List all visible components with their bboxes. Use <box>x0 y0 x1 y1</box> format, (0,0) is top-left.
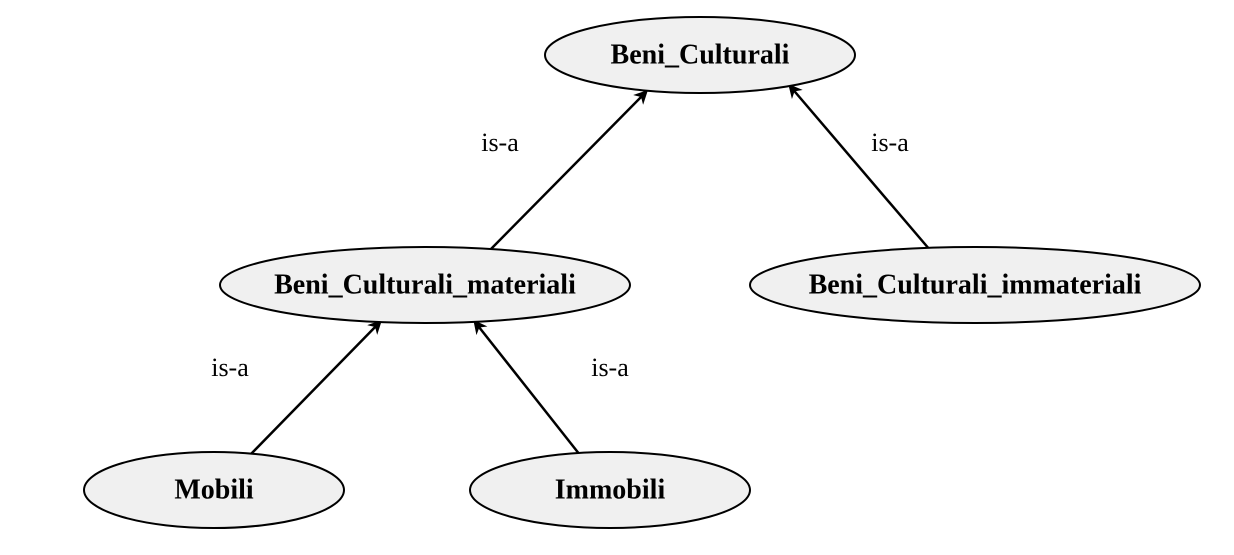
node-root: Beni_Culturali <box>545 17 855 93</box>
node-label-mat: Beni_Culturali_materiali <box>274 269 576 300</box>
edge-label-immat-to-root: is-a <box>871 128 909 157</box>
node-label-root: Beni_Culturali <box>611 39 790 70</box>
edge-label-mobili-to-mat: is-a <box>211 353 249 382</box>
edge-immob-to-mat <box>475 322 580 455</box>
ontology-diagram: is-a is-a is-a is-a Beni_Culturali Beni_Cult… <box>0 0 1234 555</box>
edge-label-immob-to-mat: is-a <box>591 353 629 382</box>
edge-immat-to-root <box>790 86 930 250</box>
edge-mat-to-root <box>490 92 646 250</box>
node-mobili: Mobili <box>84 452 344 528</box>
node-immat: Beni_Culturali_immateriali <box>750 247 1200 323</box>
node-label-immat: Beni_Culturali_immateriali <box>809 269 1142 300</box>
node-immob: Immobili <box>470 452 750 528</box>
node-label-immob: Immobili <box>555 474 666 505</box>
edge-label-mat-to-root: is-a <box>481 128 519 157</box>
node-mat: Beni_Culturali_materiali <box>220 247 630 323</box>
edge-mobili-to-mat <box>250 322 380 455</box>
node-label-mobili: Mobili <box>174 474 254 505</box>
